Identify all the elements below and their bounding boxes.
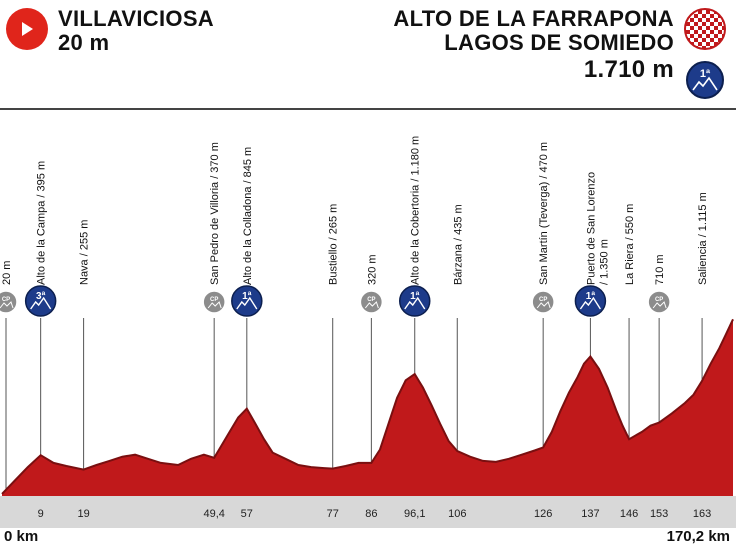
profile-top-edge	[1, 318, 734, 495]
sprint-point-icon: CP	[359, 290, 384, 314]
svg-text:CP: CP	[655, 297, 663, 303]
start-altitude: 20 m	[58, 30, 110, 55]
km-tick-label: 57	[241, 508, 253, 520]
start-town: VILLAVICIOSA	[58, 6, 214, 31]
header-divider	[0, 108, 736, 110]
waypoint-label: 20 m	[1, 261, 13, 285]
waypoint-label: Saliencia / 1.115 m	[697, 192, 709, 285]
sprint-point-icon: CP	[0, 290, 18, 314]
start-flag-icon	[6, 8, 48, 50]
finish-checkered-icon	[684, 8, 726, 50]
km-tick-label: 106	[448, 508, 466, 520]
mountain-category-label: 1ª	[586, 291, 596, 302]
waypoint-label: San Pedro de Villoria / 370 m	[209, 142, 221, 285]
svg-text:CP: CP	[210, 297, 218, 303]
km-tick-label: 19	[77, 508, 89, 520]
finish-line-1: ALTO DE LA FARRAPONA	[393, 6, 674, 31]
svg-text:CP: CP	[539, 297, 547, 303]
mountain-category-label: 3ª	[36, 291, 46, 302]
sprint-point-icon: CP	[647, 290, 671, 314]
km-tick-label: 9	[38, 508, 44, 520]
finish-line-2: LAGOS DE SOMIEDO	[444, 30, 674, 55]
mountain-category-icon: 1ª	[398, 285, 431, 317]
waypoint-label: Alto de la Colladona / 845 m	[242, 147, 254, 285]
svg-text:CP: CP	[367, 297, 375, 303]
svg-text:CP: CP	[2, 297, 10, 303]
mountain-category-icon: 1ª	[574, 285, 607, 317]
km-band	[0, 496, 736, 528]
waypoint-label: Alto de la Campa / 395 m	[36, 161, 48, 285]
mountain-category-icon: 1ª	[231, 285, 263, 317]
km-tick-label: 153	[650, 508, 668, 520]
waypoint-label: 320 m	[366, 254, 378, 285]
km-tick-label: 137	[581, 508, 599, 520]
waypoint-label: Bárzana / 435 m	[452, 204, 464, 285]
mountain-category-label: 1ª	[410, 291, 420, 302]
waypoint-label: Bustiello / 265 m	[328, 204, 340, 285]
km-tick-label: 96,1	[404, 508, 425, 520]
km-tick-label: 86	[365, 508, 377, 520]
waypoint-label: San Martín (Teverga) / 470 m	[538, 142, 550, 285]
waypoint-label: Alto de la Cobertoria / 1.180 m	[410, 136, 422, 285]
km-tick-label: 126	[534, 508, 552, 520]
km-end-label: 170,2 km	[666, 528, 730, 545]
km-tick-label: 146	[620, 508, 638, 520]
finish-category-label: 1ª	[700, 68, 711, 80]
waypoint-label: Nava / 255 m	[79, 220, 91, 285]
km-tick-label: 49,4	[203, 508, 224, 520]
finish-category-icon: 1ª	[686, 61, 724, 99]
finish-altitude: 1.710 m	[583, 56, 674, 83]
waypoint-label: 710 m	[654, 254, 666, 285]
km-start-label: 0 km	[4, 528, 39, 545]
waypoint-label: Puerto de San Lorenzo	[585, 172, 597, 285]
km-tick-label: 163	[693, 508, 711, 520]
mountain-category-icon: 3ª	[24, 285, 57, 317]
profile-area	[2, 319, 733, 496]
sprint-point-icon: CP	[202, 290, 226, 314]
waypoint-label-line2: / 1.350 m	[598, 239, 610, 285]
sprint-point-icon: CP	[531, 290, 555, 314]
mountain-category-label: 1ª	[242, 291, 252, 302]
waypoint-label: La Riera / 550 m	[624, 204, 636, 285]
km-tick-label: 77	[327, 508, 339, 520]
